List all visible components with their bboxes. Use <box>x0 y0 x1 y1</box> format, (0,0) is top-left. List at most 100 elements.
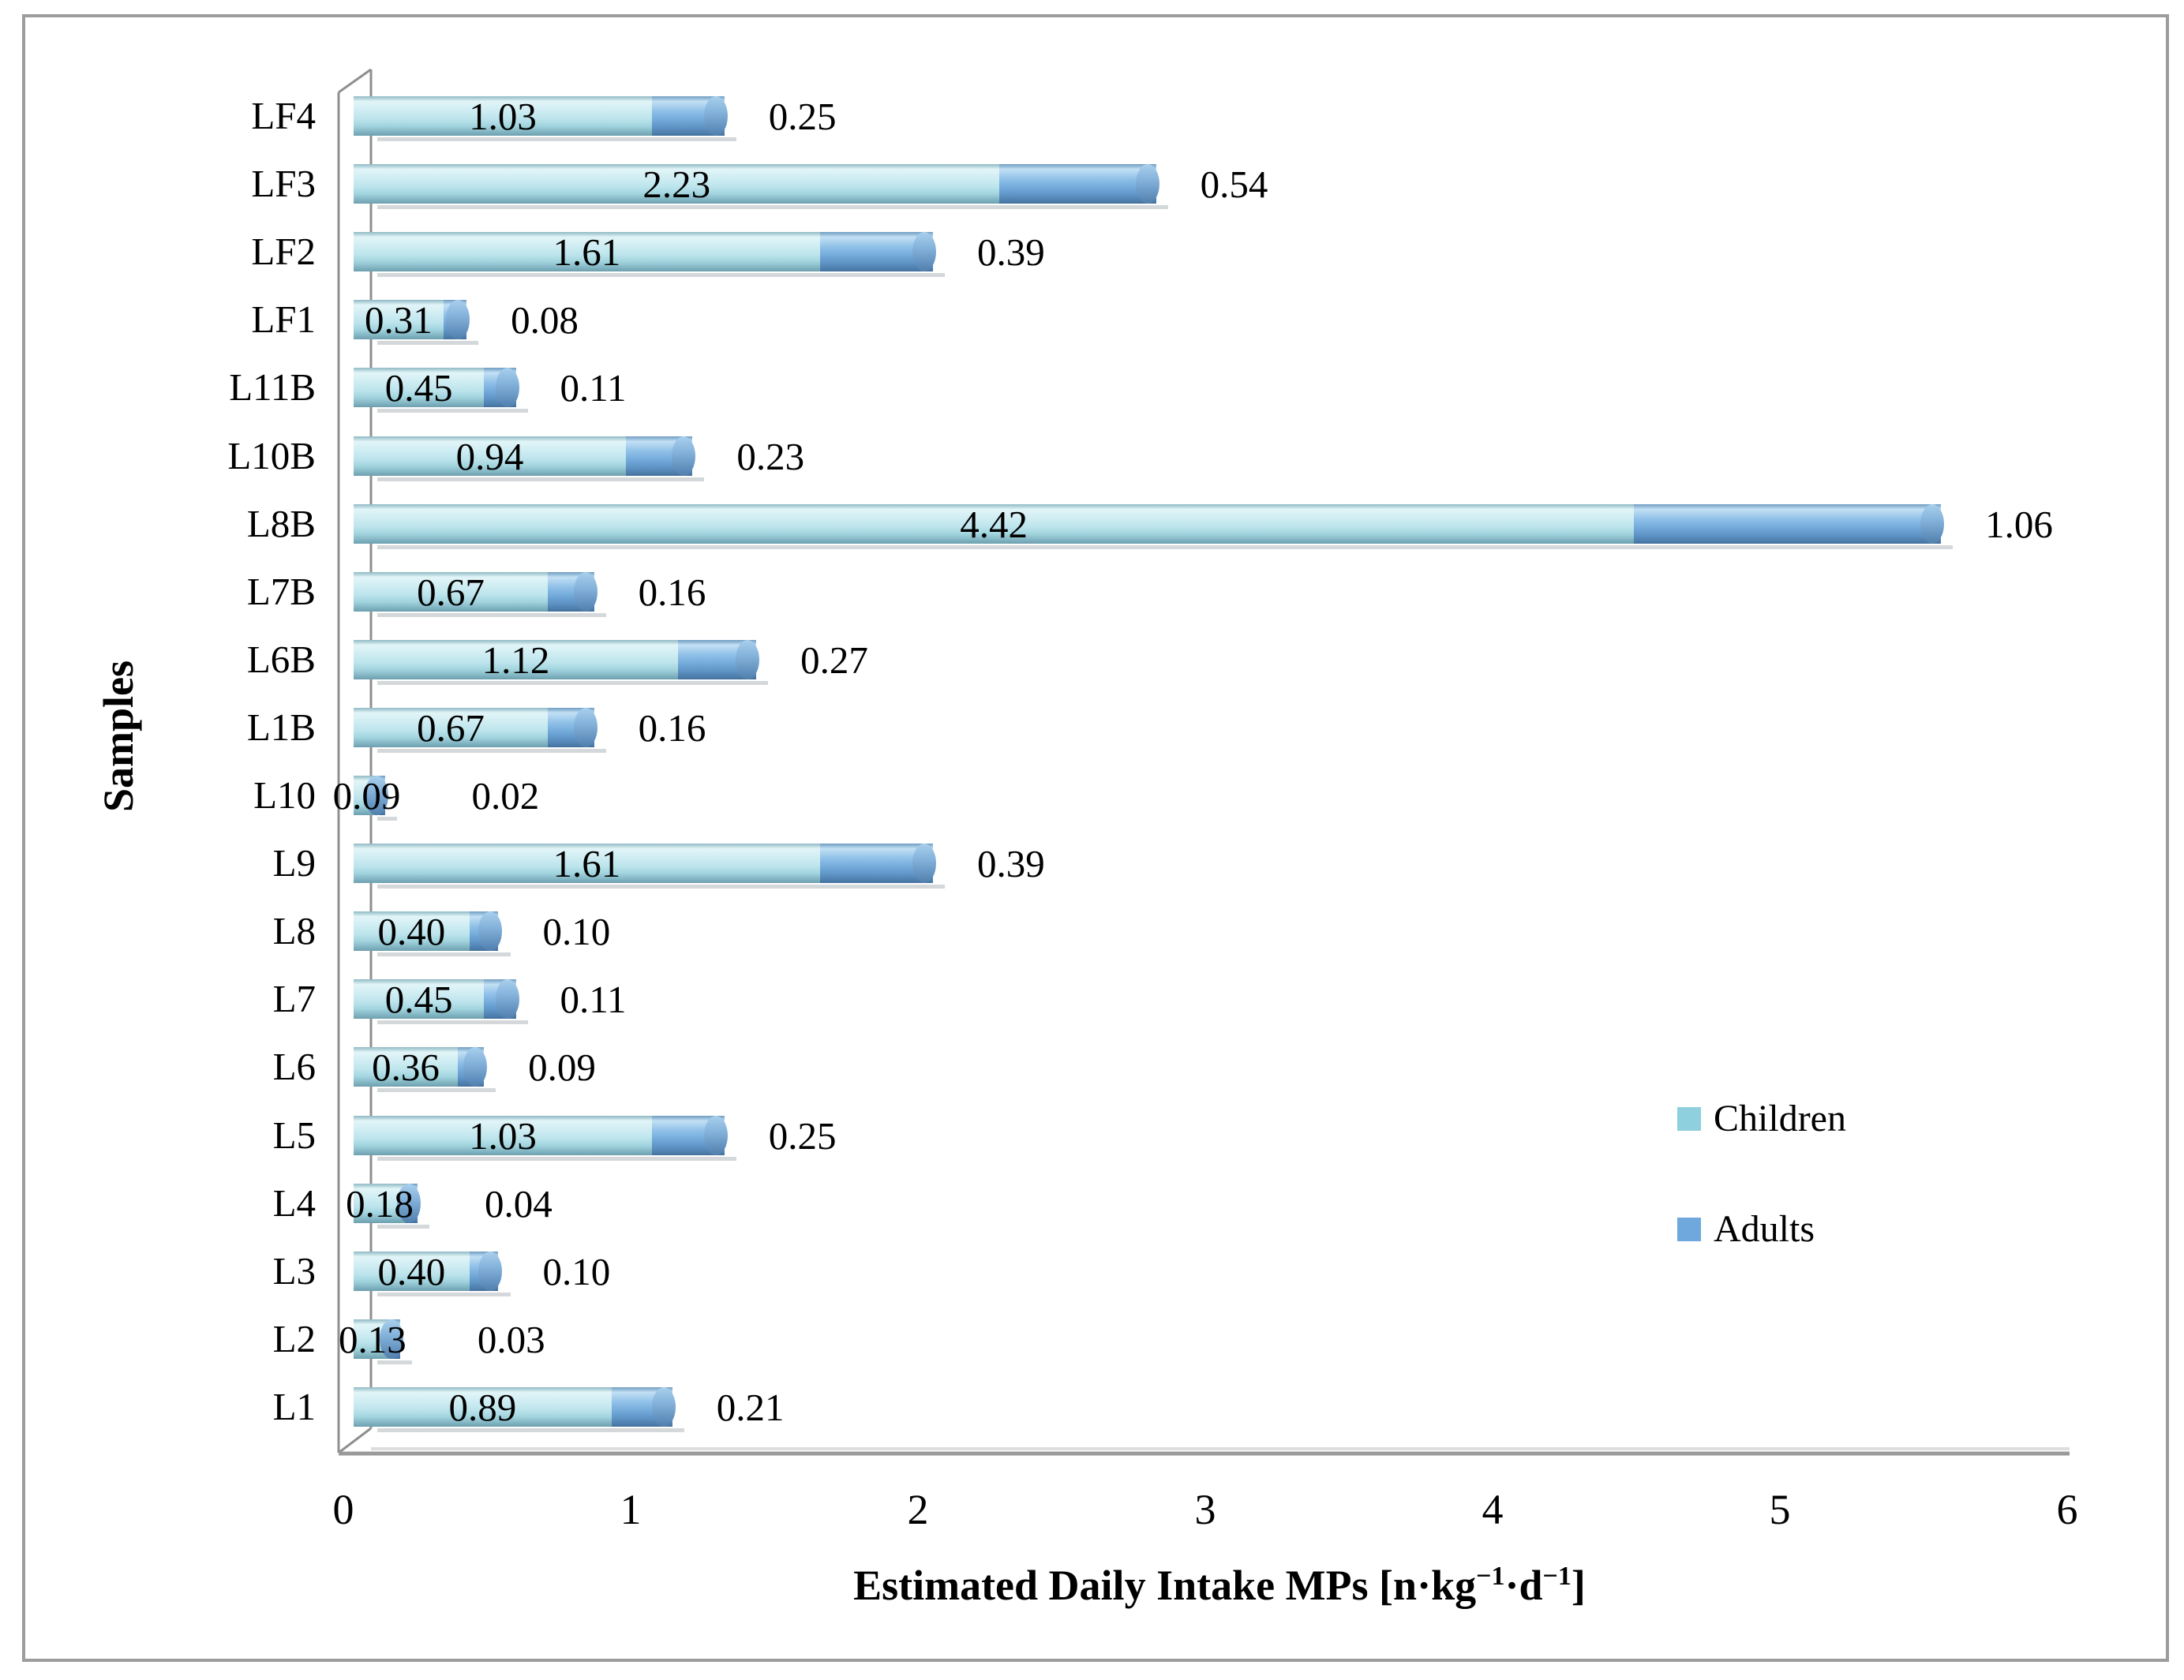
bar-end-cap <box>736 640 760 679</box>
y-axis-label: L1 <box>272 1384 316 1428</box>
bar-end-cap <box>1920 504 1945 544</box>
children-value-label: 0.18 <box>346 1181 414 1225</box>
bar-children-segment <box>354 911 470 951</box>
bar-end-cap <box>463 1047 488 1087</box>
children-value-label: 0.09 <box>332 774 401 818</box>
bar-row-LF1 <box>354 300 470 339</box>
adults-value-label: 0.08 <box>511 298 579 342</box>
bar-row-LF3 <box>354 164 1159 204</box>
x-axis-title-sup: −1 <box>1476 1562 1505 1591</box>
adults-value-label: 1.06 <box>1985 502 2053 546</box>
bar-shadow <box>377 680 769 685</box>
x-axis-title-text: ·d <box>1504 1562 1543 1609</box>
bar-children-segment <box>354 1047 459 1087</box>
bar-shadow <box>377 544 1954 549</box>
adults-value-label: 0.25 <box>768 1113 837 1158</box>
bar-end-cap <box>912 844 936 883</box>
adults-value-label: 0.04 <box>485 1181 553 1225</box>
bar-row-LF4 <box>354 96 728 136</box>
bar-shadow <box>377 885 945 889</box>
adults-value-label: 0.11 <box>560 366 627 410</box>
y-axis-label: L8 <box>272 909 316 953</box>
y-axis-label: L2 <box>272 1316 316 1360</box>
bar-children-segment <box>354 1252 470 1291</box>
children-value-label: 1.12 <box>481 638 550 682</box>
y-axis-label: L5 <box>272 1113 316 1157</box>
bar-shadow <box>377 477 705 481</box>
adults-value-label: 0.09 <box>528 1046 596 1090</box>
x-tick-label: 2 <box>907 1486 929 1533</box>
bar-adults-segment <box>1634 504 1942 544</box>
bar-end-cap <box>446 300 470 339</box>
x-tick-label: 1 <box>620 1486 642 1533</box>
bar-shadow <box>377 1360 412 1364</box>
children-value-label: 0.45 <box>384 366 453 410</box>
y-axis-label: L6B <box>246 637 316 681</box>
bar-end-cap <box>703 96 728 136</box>
x-tick-label: 0 <box>332 1486 354 1533</box>
children-value-label: 2.23 <box>642 163 711 207</box>
children-value-label: 1.61 <box>553 842 621 886</box>
bar-shadow <box>377 1224 429 1229</box>
bar-children-segment <box>354 844 820 883</box>
x-axis-title-text: Estimated Daily Intake MPs [n·kg <box>853 1562 1477 1609</box>
bar-shadow <box>377 1427 684 1432</box>
adults-value-label: 0.23 <box>736 434 805 478</box>
y-axis-label: L11B <box>229 365 316 410</box>
adults-legend-swatch <box>1677 1218 1701 1241</box>
bar-end-cap <box>1135 164 1159 204</box>
bar-shadow <box>377 137 736 141</box>
bar-children-segment <box>354 436 626 476</box>
adults-value-label: 0.54 <box>1200 163 1268 207</box>
adults-value-label: 0.02 <box>471 774 540 818</box>
bar-children-segment <box>354 979 485 1019</box>
bar-adults-segment <box>999 164 1156 204</box>
bar-row-L7B <box>354 572 598 612</box>
bar-end-cap <box>912 232 936 271</box>
bar-children-segment <box>354 164 1000 204</box>
bar-end-cap <box>478 911 502 951</box>
x-axis-title: Estimated Daily Intake MPs [n·kg−1·d−1] <box>371 1561 2068 1610</box>
bar-shadow <box>377 952 511 957</box>
y-axis-label: L3 <box>272 1248 316 1293</box>
bar-row-L4 <box>354 1184 421 1223</box>
children-value-label: 0.40 <box>377 1249 446 1293</box>
y-axis-label: L10B <box>227 433 316 477</box>
bar-children-segment <box>354 96 652 136</box>
y-axis-label: L7 <box>272 977 316 1021</box>
y-axis-label: L4 <box>272 1180 316 1225</box>
bar-row-L11B <box>354 368 519 407</box>
adults-value-label: 0.21 <box>716 1385 785 1429</box>
legend-item-children: Children <box>1677 1095 1846 1143</box>
bar-shadow <box>377 1156 736 1161</box>
y-axis-label: L8B <box>246 501 316 545</box>
legend-item-adults: Adults <box>1677 1206 1815 1253</box>
adults-value-label: 0.16 <box>638 570 706 614</box>
adults-value-label: 0.25 <box>768 95 837 138</box>
bar-row-L10 <box>354 776 389 815</box>
bar-end-cap <box>651 1387 676 1427</box>
children-legend-label: Children <box>1714 1098 1846 1139</box>
adults-value-label: 0.11 <box>560 978 627 1022</box>
bar-row-L1B <box>354 708 598 747</box>
children-value-label: 0.45 <box>384 978 453 1022</box>
adults-value-label: 0.39 <box>977 842 1045 886</box>
bar-shadow <box>377 273 945 278</box>
y-axis-label: L10 <box>253 773 316 817</box>
bar-end-cap <box>396 1184 421 1223</box>
x-tick-label: 4 <box>1482 1486 1504 1533</box>
bar-children-segment <box>354 300 444 339</box>
bar-end-cap <box>495 368 519 407</box>
bar-shadow <box>377 1292 511 1296</box>
adults-value-label: 0.27 <box>800 638 868 682</box>
bar-row-L1 <box>354 1387 676 1427</box>
children-legend-swatch <box>1677 1107 1701 1131</box>
bar-children-segment <box>354 1387 612 1427</box>
children-value-label: 0.31 <box>365 298 433 342</box>
adults-value-label: 0.10 <box>542 1249 611 1293</box>
y-axis-label: L9 <box>272 841 316 885</box>
bar-end-cap <box>379 1319 403 1359</box>
bar-shadow <box>377 409 528 413</box>
bar-shadow <box>377 205 1168 210</box>
